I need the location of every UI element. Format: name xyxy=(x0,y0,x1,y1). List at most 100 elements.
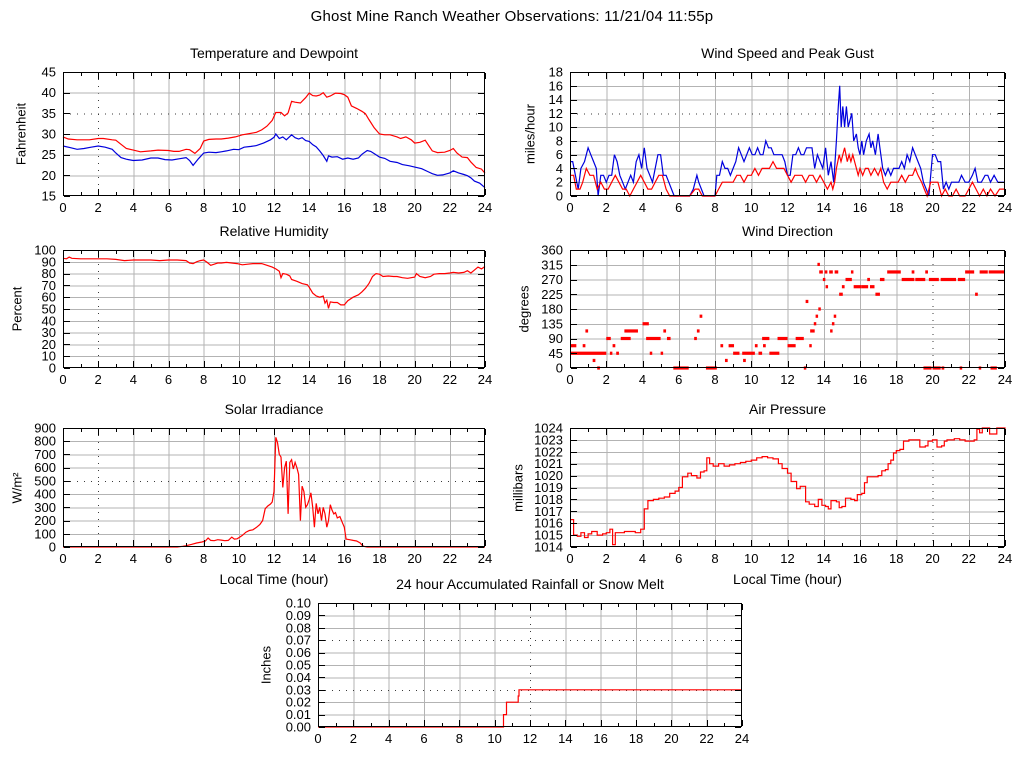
svg-text:20: 20 xyxy=(42,337,56,352)
svg-text:10: 10 xyxy=(744,372,758,387)
svg-text:6: 6 xyxy=(675,372,682,387)
svg-text:6: 6 xyxy=(165,372,172,387)
svg-text:600: 600 xyxy=(34,460,56,475)
svg-text:0: 0 xyxy=(59,200,66,215)
svg-text:16: 16 xyxy=(549,78,563,93)
svg-text:1024: 1024 xyxy=(534,421,563,436)
rainfall-y-axis-label: Inches xyxy=(258,645,274,685)
wind-direction-chart: Wind Direction degrees 0 2 4 6 8 10 12 14 16 18 20… xyxy=(517,223,1013,387)
svg-text:0.04: 0.04 xyxy=(286,670,311,685)
svg-text:8: 8 xyxy=(711,200,718,215)
svg-text:12: 12 xyxy=(780,200,794,215)
svg-text:18: 18 xyxy=(372,551,386,566)
svg-text:16: 16 xyxy=(593,731,607,746)
svg-text:0: 0 xyxy=(59,551,66,566)
svg-text:22: 22 xyxy=(699,731,713,746)
solar-irradiance-chart: Solar Irradiance W/m² Local Time (hour) … xyxy=(10,401,493,587)
svg-text:50: 50 xyxy=(42,302,56,317)
svg-text:4: 4 xyxy=(639,200,646,215)
solar-x-axis-label: Local Time (hour) xyxy=(219,571,329,587)
svg-text:14: 14 xyxy=(558,731,572,746)
solar-chart-title: Solar Irradiance xyxy=(224,401,324,417)
svg-text:4: 4 xyxy=(130,200,137,215)
svg-text:12: 12 xyxy=(780,551,794,566)
page-title: Ghost Mine Ranch Weather Observations: 1… xyxy=(310,8,714,25)
svg-text:2: 2 xyxy=(95,200,102,215)
svg-text:180: 180 xyxy=(541,302,563,317)
svg-text:4: 4 xyxy=(130,372,137,387)
svg-text:10: 10 xyxy=(232,551,246,566)
svg-text:6: 6 xyxy=(165,200,172,215)
svg-text:4: 4 xyxy=(639,551,646,566)
svg-text:12: 12 xyxy=(267,372,281,387)
svg-text:1022: 1022 xyxy=(534,444,563,459)
svg-text:8: 8 xyxy=(556,133,563,148)
relative-humidity-chart: Relative Humidity Percent 0 2 4 6 8 10 12 14 16 1… xyxy=(10,223,493,387)
svg-text:8: 8 xyxy=(711,372,718,387)
wind-speed-chart-title: Wind Speed and Peak Gust xyxy=(701,45,874,61)
svg-text:0.10: 0.10 xyxy=(286,596,311,611)
svg-text:1020: 1020 xyxy=(534,468,563,483)
wind-direction-chart-title: Wind Direction xyxy=(741,223,834,239)
solar-y-axis-label: W/m² xyxy=(9,471,25,504)
svg-text:14: 14 xyxy=(302,551,316,566)
svg-text:800: 800 xyxy=(34,434,56,449)
svg-text:4: 4 xyxy=(556,161,563,176)
svg-text:22: 22 xyxy=(443,372,457,387)
svg-text:2: 2 xyxy=(556,175,563,190)
svg-text:225: 225 xyxy=(541,287,563,302)
rainfall-chart-title: 24 hour Accumulated Rainfall or Snow Mel… xyxy=(396,576,664,592)
svg-text:20: 20 xyxy=(925,372,939,387)
svg-text:1023: 1023 xyxy=(534,432,563,447)
svg-text:14: 14 xyxy=(817,200,831,215)
svg-text:12: 12 xyxy=(523,731,537,746)
svg-text:70: 70 xyxy=(42,278,56,293)
svg-text:14: 14 xyxy=(817,551,831,566)
svg-text:315: 315 xyxy=(541,257,563,272)
svg-text:0: 0 xyxy=(314,731,321,746)
svg-text:0: 0 xyxy=(59,372,66,387)
svg-text:22: 22 xyxy=(962,372,976,387)
svg-text:18: 18 xyxy=(889,372,903,387)
svg-text:18: 18 xyxy=(889,551,903,566)
svg-text:14: 14 xyxy=(817,372,831,387)
wind-speed-y-axis-label: miles/hour xyxy=(522,104,538,164)
svg-text:4: 4 xyxy=(130,551,137,566)
svg-text:24: 24 xyxy=(735,731,749,746)
humidity-y-axis-label: Percent xyxy=(9,286,25,332)
humidity-chart-title: Relative Humidity xyxy=(219,223,329,239)
svg-text:20: 20 xyxy=(42,168,56,183)
svg-text:6: 6 xyxy=(420,731,427,746)
svg-text:18: 18 xyxy=(889,200,903,215)
svg-text:16: 16 xyxy=(853,551,867,566)
svg-text:20: 20 xyxy=(925,551,939,566)
svg-text:16: 16 xyxy=(853,372,867,387)
svg-text:14: 14 xyxy=(549,92,563,107)
svg-text:2: 2 xyxy=(95,372,102,387)
svg-text:1015: 1015 xyxy=(534,528,563,543)
svg-text:10: 10 xyxy=(232,200,246,215)
svg-text:0: 0 xyxy=(566,372,573,387)
svg-text:24: 24 xyxy=(478,200,492,215)
svg-text:6: 6 xyxy=(675,551,682,566)
svg-text:45: 45 xyxy=(549,346,563,361)
svg-text:16: 16 xyxy=(853,200,867,215)
svg-text:2: 2 xyxy=(350,731,357,746)
svg-text:8: 8 xyxy=(456,731,463,746)
svg-text:24: 24 xyxy=(998,200,1012,215)
svg-text:0: 0 xyxy=(49,361,56,376)
svg-text:22: 22 xyxy=(443,200,457,215)
svg-text:2: 2 xyxy=(603,372,610,387)
svg-text:12: 12 xyxy=(267,551,281,566)
svg-text:18: 18 xyxy=(629,731,643,746)
svg-text:0: 0 xyxy=(556,189,563,204)
svg-text:22: 22 xyxy=(962,200,976,215)
svg-text:6: 6 xyxy=(675,200,682,215)
svg-text:200: 200 xyxy=(34,513,56,528)
svg-text:0.09: 0.09 xyxy=(286,608,311,623)
svg-text:2: 2 xyxy=(95,551,102,566)
svg-text:0: 0 xyxy=(49,540,56,555)
